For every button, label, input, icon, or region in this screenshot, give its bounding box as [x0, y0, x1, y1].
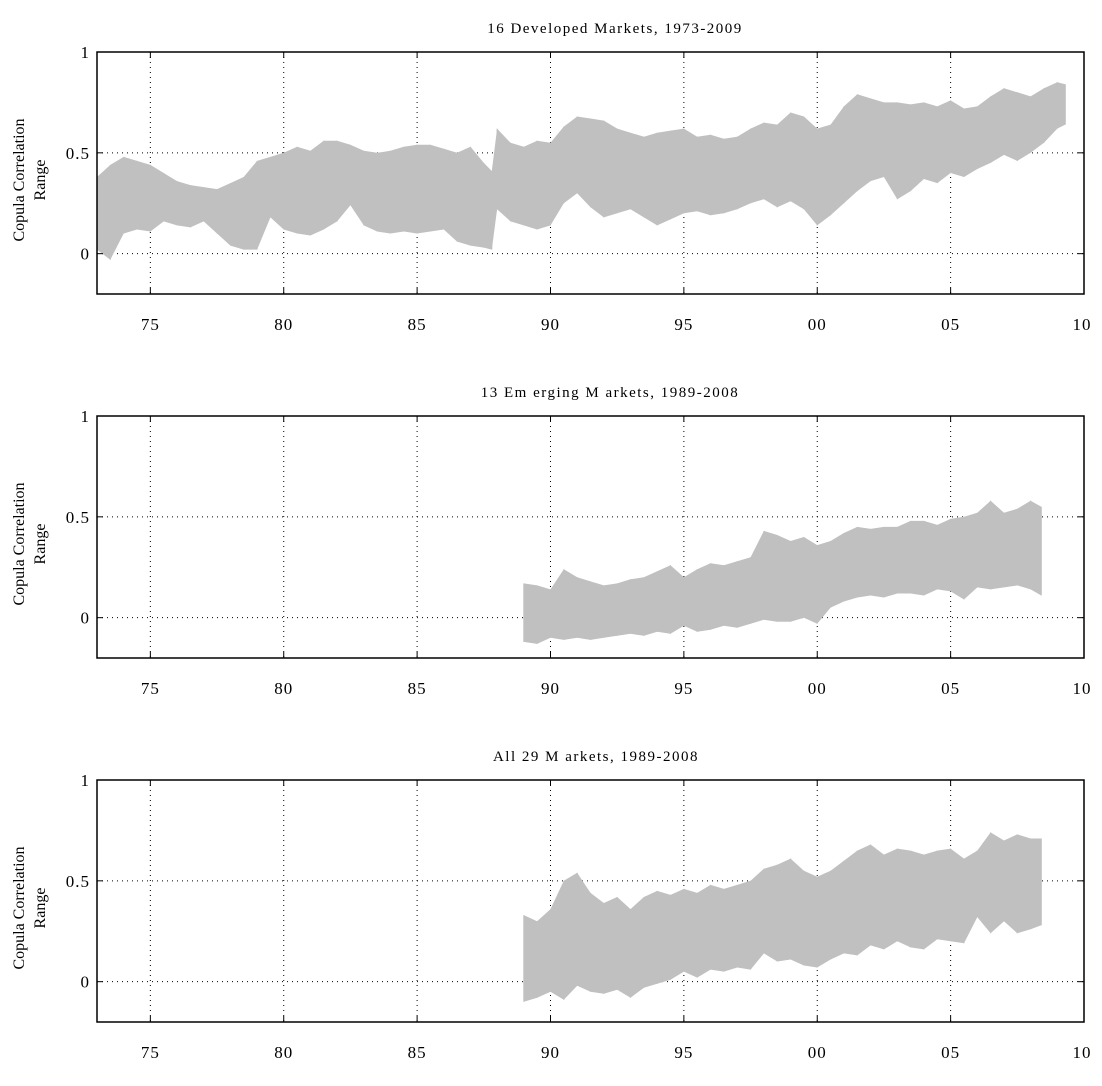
x-tick-label: 80 [274, 1043, 293, 1062]
x-tick-label: 80 [274, 679, 293, 698]
x-tick-label: 95 [674, 315, 693, 334]
x-tick-label: 75 [141, 679, 160, 698]
x-tick-label: 10 [1073, 1043, 1092, 1062]
y-tick-label: 0.5 [66, 872, 90, 891]
y-tick-labels: 0 0.5 1 [66, 771, 91, 992]
correlation-range-band [523, 500, 1042, 644]
chart-svg: 13 Em erging M arkets, 1989-2008 Copula … [11, 385, 1092, 698]
x-tick-label: 05 [941, 679, 960, 698]
chart-svg: 16 Developed Markets, 1973-2009 Copula C… [11, 21, 1092, 334]
band-layer [96, 82, 1066, 260]
y-axis-label-line1: Copula Correlation [11, 118, 28, 241]
y-tick-label: 0.5 [66, 508, 90, 527]
plot-frame [96, 51, 1085, 295]
x-tick-label: 05 [941, 1043, 960, 1062]
ticks [97, 415, 1085, 658]
x-tick-label: 90 [541, 679, 560, 698]
x-tick-label: 75 [141, 315, 160, 334]
y-axis-label-line1: Copula Correlation [11, 482, 28, 605]
correlation-range-band [523, 832, 1042, 1002]
x-tick-label: 10 [1073, 315, 1092, 334]
x-tick-labels: 75 80 85 90 95 00 05 10 [141, 679, 1092, 698]
y-axis-label-line2: Range [32, 888, 49, 929]
x-tick-label: 85 [408, 679, 427, 698]
y-axis-label-line2: Range [32, 524, 49, 565]
x-tick-label: 05 [941, 315, 960, 334]
plot-frame [96, 779, 1085, 1023]
x-tick-label: 00 [808, 315, 827, 334]
chart-title: 13 Em erging M arkets, 1989-2008 [481, 385, 740, 401]
y-tick-label: 0 [81, 973, 91, 992]
x-tick-label: 95 [674, 679, 693, 698]
chart-panel-all: All 29 M arkets, 1989-2008 Copula Correl… [0, 728, 1102, 1081]
ticks [97, 779, 1085, 1022]
y-axis-label-line1: Copula Correlation [11, 846, 28, 969]
y-tick-label: 1 [81, 771, 91, 790]
ticks [97, 51, 1085, 294]
plot-frame [96, 415, 1085, 659]
x-tick-label: 85 [408, 1043, 427, 1062]
band-layer [523, 832, 1042, 1002]
y-axis-label-line2: Range [32, 160, 49, 201]
y-tick-label: 0 [81, 245, 91, 264]
y-tick-labels: 0 0.5 1 [66, 407, 91, 628]
x-tick-label: 80 [274, 315, 293, 334]
x-tick-label: 00 [808, 1043, 827, 1062]
x-tick-label: 95 [674, 1043, 693, 1062]
chart-title: 16 Developed Markets, 1973-2009 [487, 21, 743, 37]
correlation-range-band [97, 82, 1066, 260]
chart-svg: All 29 M arkets, 1989-2008 Copula Correl… [11, 749, 1092, 1062]
x-tick-label: 90 [541, 315, 560, 334]
x-tick-label: 00 [808, 679, 827, 698]
x-tick-label: 75 [141, 1043, 160, 1062]
y-tick-label: 0 [81, 609, 91, 628]
band-layer [523, 500, 1042, 644]
y-tick-labels: 0 0.5 1 [66, 43, 91, 264]
y-tick-label: 1 [81, 43, 91, 62]
y-tick-label: 1 [81, 407, 91, 426]
y-tick-label: 0.5 [66, 144, 90, 163]
chart-panel-emerging: 13 Em erging M arkets, 1989-2008 Copula … [0, 364, 1102, 717]
chart-title: All 29 M arkets, 1989-2008 [493, 749, 699, 765]
chart-panel-developed: 16 Developed Markets, 1973-2009 Copula C… [0, 0, 1102, 353]
x-tick-label: 10 [1073, 679, 1092, 698]
x-tick-label: 85 [408, 315, 427, 334]
x-tick-label: 90 [541, 1043, 560, 1062]
x-tick-labels: 75 80 85 90 95 00 05 10 [141, 315, 1092, 334]
x-tick-labels: 75 80 85 90 95 00 05 10 [141, 1043, 1092, 1062]
